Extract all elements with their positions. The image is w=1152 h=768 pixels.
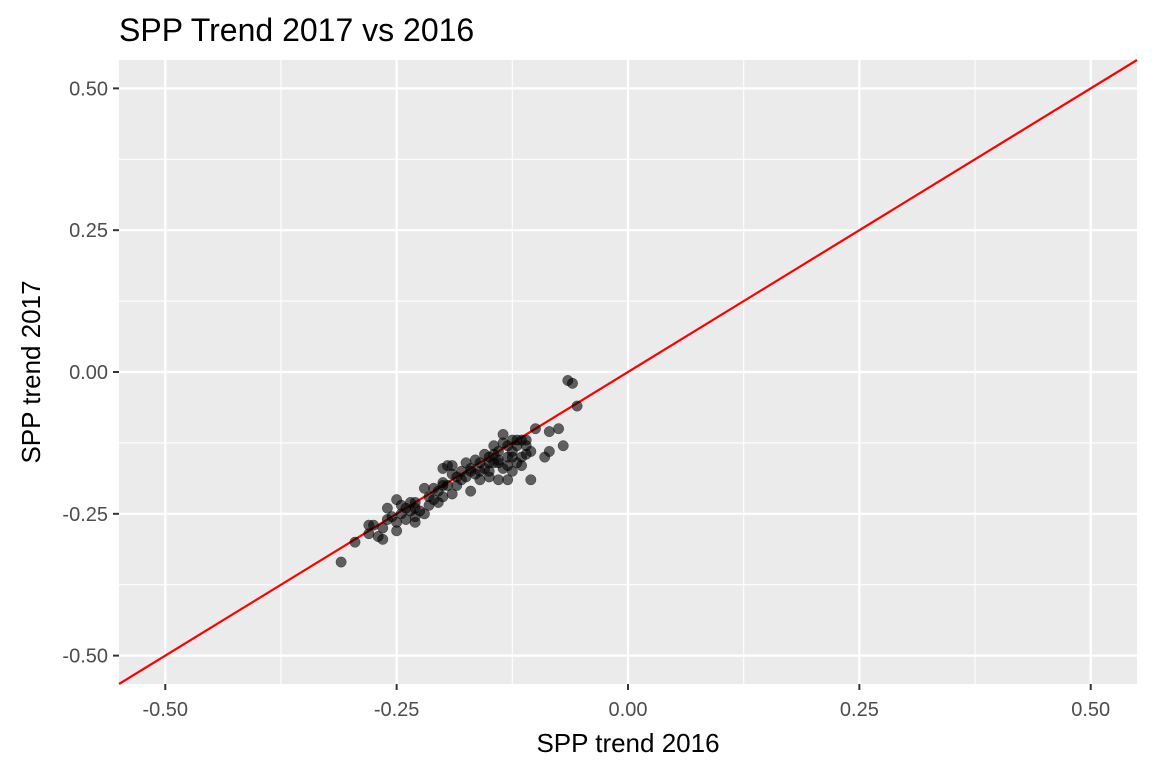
data-point bbox=[377, 522, 389, 534]
data-point bbox=[409, 516, 421, 528]
y-tick-label: -0.50 bbox=[62, 646, 108, 668]
data-point bbox=[502, 440, 514, 452]
data-point bbox=[483, 471, 495, 483]
data-point bbox=[391, 525, 403, 537]
data-point bbox=[516, 460, 528, 472]
data-point bbox=[335, 556, 347, 568]
data-point bbox=[543, 445, 555, 457]
data-point bbox=[395, 499, 407, 511]
data-point bbox=[377, 533, 389, 545]
x-axis: -0.50 -0.25 0.00 0.25 0.50 bbox=[142, 684, 1110, 721]
data-point bbox=[386, 511, 398, 523]
data-point bbox=[557, 440, 569, 452]
data-point bbox=[506, 451, 518, 463]
x-tick-label: -0.50 bbox=[142, 699, 188, 721]
data-point bbox=[525, 474, 537, 486]
data-point bbox=[543, 426, 555, 438]
data-point bbox=[418, 508, 430, 520]
x-tick-label: 0.25 bbox=[840, 699, 879, 721]
data-point bbox=[465, 485, 477, 497]
data-point bbox=[381, 502, 393, 514]
data-point bbox=[465, 465, 477, 477]
data-point bbox=[363, 519, 375, 531]
y-axis: -0.50 -0.25 0.00 0.25 0.50 bbox=[62, 78, 119, 668]
y-tick-label: 0.25 bbox=[69, 220, 108, 242]
data-points bbox=[335, 375, 583, 568]
data-point bbox=[506, 465, 518, 477]
data-point bbox=[483, 457, 495, 469]
data-point bbox=[409, 502, 421, 514]
data-point bbox=[511, 434, 523, 446]
data-point bbox=[525, 445, 537, 457]
y-axis-title: SPP trend 2017 bbox=[16, 280, 46, 463]
data-point bbox=[492, 454, 504, 466]
data-point bbox=[567, 377, 578, 389]
data-point bbox=[437, 491, 449, 503]
x-axis-title: SPP trend 2016 bbox=[536, 728, 719, 758]
data-point bbox=[451, 471, 463, 483]
identity-reference-line bbox=[118, 59, 1138, 685]
data-point bbox=[474, 465, 486, 477]
y-tick-label: -0.25 bbox=[62, 504, 108, 526]
data-point bbox=[437, 480, 449, 491]
y-tick-label: 0.50 bbox=[69, 78, 108, 100]
chart-title: SPP Trend 2017 vs 2016 bbox=[119, 12, 474, 48]
data-point bbox=[428, 482, 440, 494]
data-point bbox=[530, 423, 541, 435]
x-tick-label: -0.25 bbox=[374, 699, 420, 721]
data-point bbox=[553, 423, 565, 435]
data-point bbox=[571, 400, 583, 412]
x-tick-label: 0.50 bbox=[1071, 699, 1110, 721]
data-point bbox=[502, 474, 514, 486]
data-point bbox=[492, 474, 504, 486]
data-point bbox=[520, 434, 532, 446]
data-point bbox=[349, 536, 361, 548]
x-tick-label: 0.00 bbox=[609, 699, 648, 721]
y-tick-label: 0.00 bbox=[69, 362, 108, 384]
data-point bbox=[446, 460, 458, 472]
data-point bbox=[446, 488, 458, 500]
